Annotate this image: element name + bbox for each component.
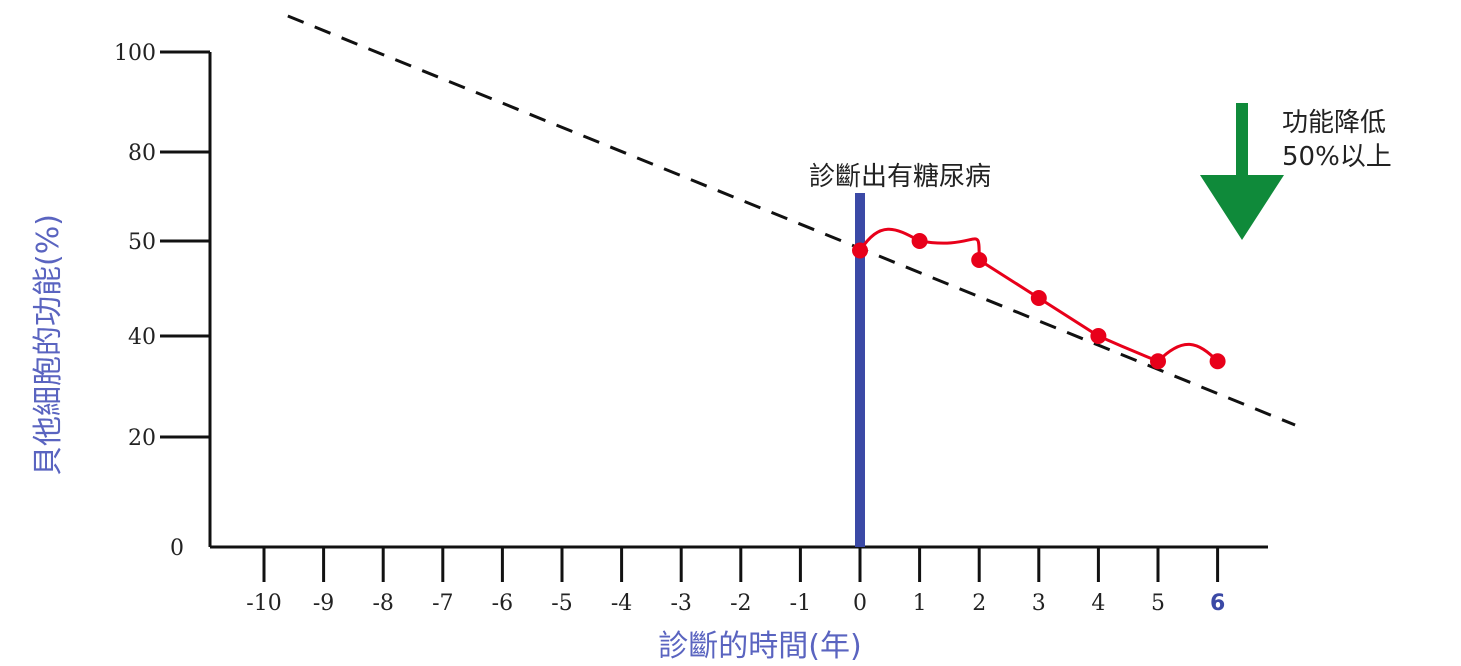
y-axis-title: 貝他細胞的功能(%): [31, 214, 66, 476]
x-axis-title: 診斷的時間(年): [658, 629, 861, 664]
y-tick-label: 20: [128, 426, 156, 451]
x-tick-label: 4: [1091, 591, 1105, 616]
y-tick-label: 40: [128, 325, 156, 350]
data-point: [1030, 290, 1047, 306]
decline-label-line-2: 50%以上: [1282, 142, 1392, 172]
x-tick-label: -4: [611, 591, 632, 616]
y-ticks: 0 20 40 50 80 100: [114, 41, 210, 561]
x-tick-label: -3: [670, 591, 691, 616]
x-tick-label: -8: [372, 591, 393, 616]
x-tick-label: 3: [1032, 591, 1046, 616]
diagnosis-marker-bar: [855, 193, 865, 547]
x-tick-label: -1: [790, 591, 811, 616]
data-point: [1090, 328, 1107, 344]
decline-label-line-1: 功能降低: [1282, 108, 1386, 138]
x-tick-label: 0: [853, 591, 867, 616]
y-tick-label: 50: [128, 230, 156, 255]
data-point: [971, 252, 988, 268]
y-tick-label: 100: [114, 41, 156, 66]
x-ticks: -10 -9 -8 -7 -6 -5 -4 -3 -2 -1 0 1 2 3 4 5 6: [246, 547, 1225, 616]
data-point: [1150, 353, 1166, 370]
data-points: [852, 233, 1226, 370]
data-point: [1209, 353, 1226, 370]
data-point: [911, 233, 928, 249]
decline-arrow-icon: [1200, 103, 1284, 240]
x-tick-label: 6: [1210, 591, 1225, 616]
x-tick-label: -5: [551, 591, 572, 616]
x-tick-label: 2: [972, 591, 986, 616]
x-tick-label: -7: [432, 591, 453, 616]
x-tick-label: -10: [246, 591, 281, 616]
x-tick-label: -2: [730, 591, 751, 616]
x-tick-label: -6: [492, 591, 513, 616]
x-tick-label: 5: [1151, 591, 1165, 616]
diagnosis-label: 診斷出有糖尿病: [809, 162, 991, 192]
x-tick-label: 1: [913, 591, 927, 616]
trend-line: [287, 14, 1296, 427]
data-point: [852, 242, 868, 259]
x-tick-label: -9: [313, 591, 334, 616]
y-tick-label: 80: [128, 141, 156, 166]
y-tick-label: 0: [170, 536, 184, 561]
